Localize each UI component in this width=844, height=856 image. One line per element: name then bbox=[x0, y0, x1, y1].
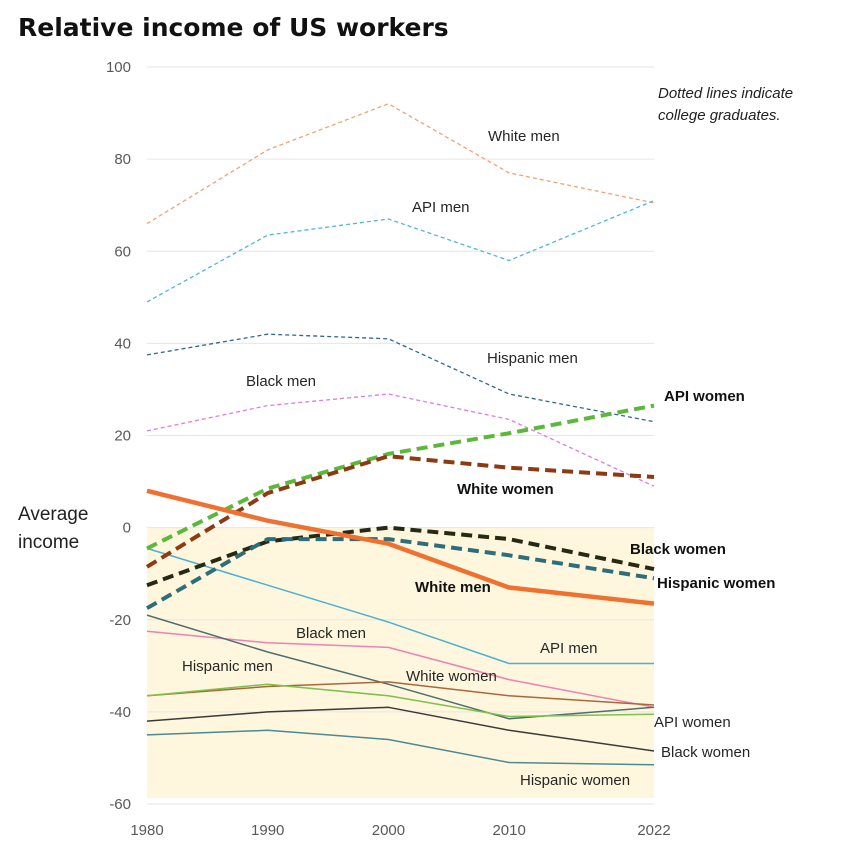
label-college-white-men: White men bbox=[488, 128, 560, 145]
series-line-college-white-women bbox=[145, 454, 655, 569]
series-line-non-college-white-women bbox=[146, 681, 655, 706]
y-tick-label: 100 bbox=[106, 59, 131, 76]
label-college-hispanic-women: Hispanic women bbox=[657, 575, 775, 592]
y-tick-label: -20 bbox=[109, 612, 131, 629]
series-line-college-api-men bbox=[146, 199, 655, 303]
y-tick-label: -40 bbox=[109, 704, 131, 721]
y-tick-label: 40 bbox=[114, 335, 131, 352]
label-college-white-women: White women bbox=[457, 481, 554, 498]
y-axis-label-line-2: income bbox=[18, 532, 79, 553]
series-line-college-hispanic-women bbox=[146, 537, 655, 610]
series-line-college-black-men bbox=[146, 393, 655, 487]
label-noncollege-white-men: White men bbox=[415, 579, 491, 596]
y-tick-label: 20 bbox=[114, 428, 131, 445]
series-line-college-hispanic-men bbox=[146, 333, 655, 423]
label-college-api-women: API women bbox=[664, 388, 745, 405]
series-line-non-college-hispanic-women bbox=[146, 729, 655, 766]
label-college-black-men: Black men bbox=[246, 373, 316, 390]
series-line-college-white-men bbox=[146, 103, 655, 225]
label-noncollege-api-men: API men bbox=[540, 640, 598, 657]
series-line-non-college-black-women bbox=[146, 706, 655, 752]
label-noncollege-api-women: API women bbox=[654, 714, 731, 731]
y-tick-label: 0 bbox=[123, 520, 131, 537]
x-tick-label: 2000 bbox=[372, 822, 405, 839]
y-axis-label-line-1: Average bbox=[18, 504, 88, 525]
label-noncollege-white-women: White women bbox=[406, 668, 497, 685]
label-college-hispanic-men: Hispanic men bbox=[487, 350, 578, 367]
x-tick-label: 2022 bbox=[637, 822, 670, 839]
y-tick-label: 80 bbox=[114, 151, 131, 168]
label-noncollege-hispanic-women: Hispanic women bbox=[520, 772, 630, 789]
x-tick-label: 1990 bbox=[251, 822, 284, 839]
label-college-api-men: API men bbox=[412, 199, 470, 216]
label-noncollege-black-men: Black men bbox=[296, 625, 366, 642]
y-tick-label: -60 bbox=[109, 796, 131, 813]
series-line-non-college-api-men bbox=[146, 547, 654, 665]
y-tick-label: 60 bbox=[114, 243, 131, 260]
annotation-line-1: Dotted lines indicate bbox=[658, 85, 793, 102]
annotation-line-2: college graduates. bbox=[658, 107, 781, 124]
label-noncollege-black-women: Black women bbox=[661, 744, 750, 761]
x-tick-label: 1980 bbox=[130, 822, 163, 839]
chart-title: Relative income of US workers bbox=[18, 13, 449, 42]
series-line-non-college-white-men bbox=[146, 488, 655, 606]
series-line-non-college-api-women bbox=[146, 683, 655, 718]
label-noncollege-hispanic-men: Hispanic men bbox=[182, 658, 273, 675]
series-line-non-college-hispanic-men bbox=[146, 614, 655, 720]
series-line-college-black-women bbox=[146, 525, 655, 588]
x-tick-label: 2010 bbox=[492, 822, 525, 839]
label-college-black-women: Black women bbox=[630, 541, 726, 558]
